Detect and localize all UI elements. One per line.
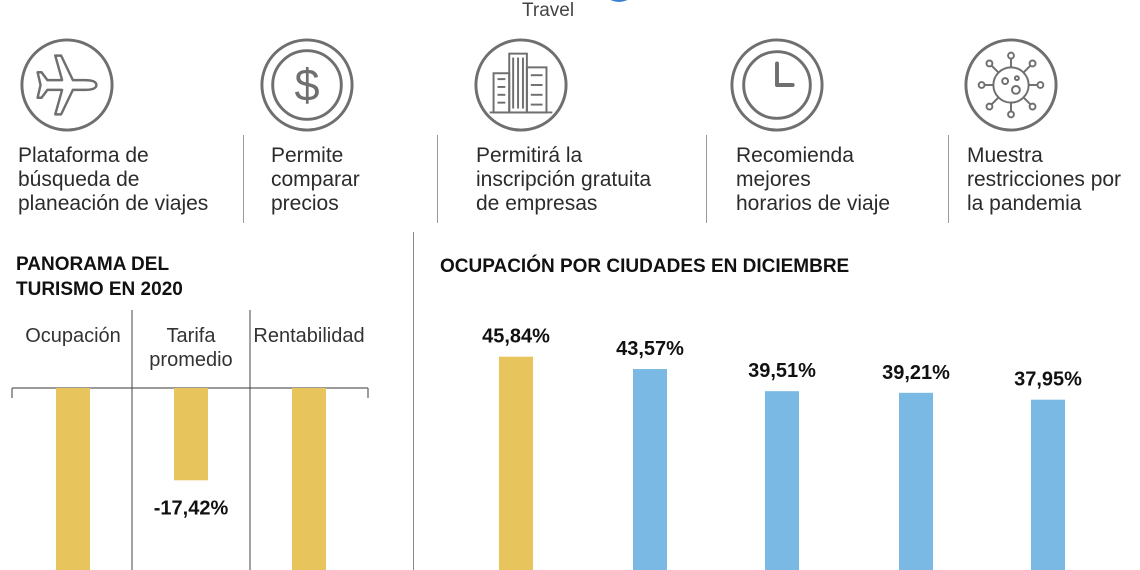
data-label: 39,21% xyxy=(882,362,950,384)
bar xyxy=(56,388,90,570)
feature-label: Recomienda mejores horarios de viaje xyxy=(736,144,891,215)
category-label: Ocupación xyxy=(25,325,121,347)
data-label: 37,95% xyxy=(1014,369,1082,391)
bar xyxy=(1031,399,1065,570)
section-divider xyxy=(413,232,414,570)
data-label: 45,84% xyxy=(482,326,550,348)
data-label: 39,51% xyxy=(748,360,816,382)
feature-label: Permite comparar precios xyxy=(271,144,360,215)
bar xyxy=(899,392,933,570)
data-label: 43,57% xyxy=(616,338,684,360)
dollar-icon: $ xyxy=(260,38,354,132)
bar xyxy=(765,391,799,570)
feature-divider xyxy=(948,135,949,223)
feature-label: Muestra restricciones por la pandemia xyxy=(967,144,1122,215)
feature-compare-prices: $ Permite comparar precios xyxy=(258,36,360,215)
feature-divider xyxy=(243,135,244,223)
category-label: Rentabilidad xyxy=(253,325,364,347)
virus-icon xyxy=(964,38,1058,132)
ciudades-chart: 45,84% 43,57% 39,51% 39,21% 37,95% xyxy=(482,326,1082,570)
data-label: -17,42% xyxy=(154,497,229,519)
feature-best-times: Recomienda mejores horarios de viaje xyxy=(728,36,890,215)
brand-word: Travel xyxy=(522,0,575,21)
airplane-icon xyxy=(20,38,114,132)
feature-search-platform: Plataforma de búsqueda de planeación de … xyxy=(18,36,208,215)
bar xyxy=(174,388,208,481)
brand-logo-icon xyxy=(600,0,638,2)
feature-free-registration: Permitirá la inscripción gratuita de emp… xyxy=(472,36,651,215)
category-label: Tarifa promedio xyxy=(149,325,232,371)
feature-divider xyxy=(706,135,707,223)
feature-label: Plataforma de búsqueda de planeación de … xyxy=(18,144,209,215)
svg-text:$: $ xyxy=(294,60,319,111)
panorama-title: PANORAMA DEL TURISMO EN 2020 xyxy=(16,254,183,300)
feature-pandemic-restrictions: Muestra restricciones por la pandemia xyxy=(962,36,1121,215)
ciudades-title: OCUPACIÓN POR CIUDADES EN DICIEMBRE xyxy=(440,256,850,277)
bar xyxy=(499,356,533,570)
bar xyxy=(292,388,326,570)
bar xyxy=(633,369,667,570)
panorama-chart: Ocupación Tarifa promedio -17,42% Rentabilid… xyxy=(11,310,369,570)
clock-icon xyxy=(730,38,824,132)
feature-label: Permitirá la inscripción gratuita de emp… xyxy=(476,144,652,215)
feature-divider xyxy=(437,135,438,223)
buildings-icon xyxy=(474,38,568,132)
